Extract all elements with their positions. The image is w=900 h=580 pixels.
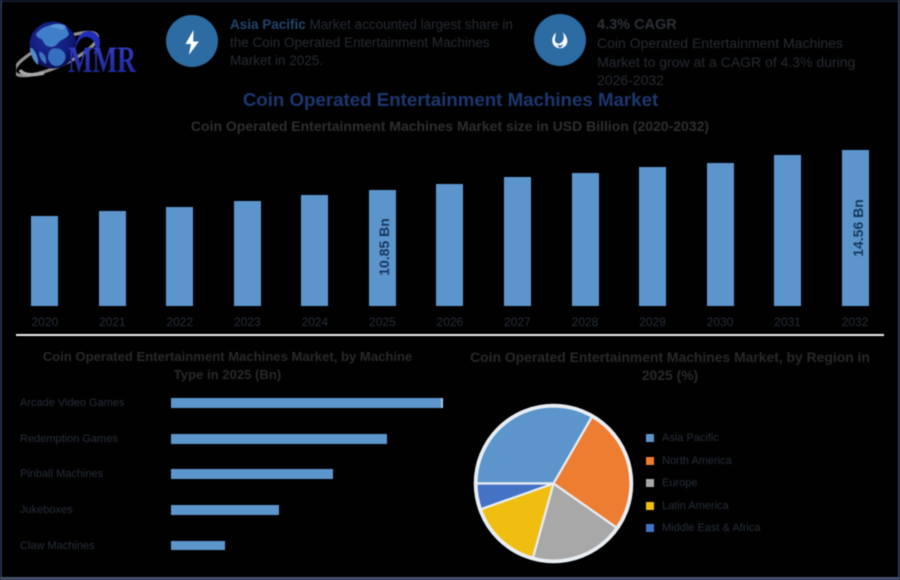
- svg-text:MMR: MMR: [68, 40, 137, 80]
